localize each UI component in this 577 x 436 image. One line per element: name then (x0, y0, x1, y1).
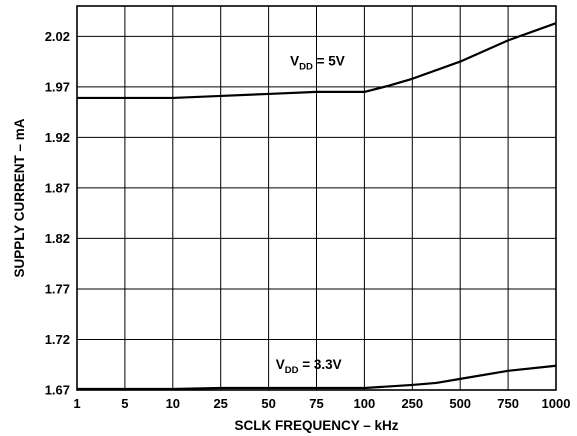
x-tick-label: 750 (497, 396, 519, 411)
x-tick-label: 100 (354, 396, 376, 411)
y-tick-label: 1.67 (45, 383, 70, 398)
x-tick-labels: 1 5 10 25 50 75 100 250 500 750 1000 (73, 396, 570, 411)
y-tick-label: 1.97 (45, 79, 70, 94)
x-tick-label: 5 (121, 396, 128, 411)
x-tick-label: 50 (261, 396, 275, 411)
series-labels: VDD = 5V VDD = 3.3V (276, 54, 345, 376)
x-tick-label: 500 (449, 396, 471, 411)
x-tick-label: 75 (309, 396, 323, 411)
x-tick-label: 1 (73, 396, 80, 411)
y-tick-label: 1.92 (45, 130, 70, 145)
y-tick-label: 1.82 (45, 231, 70, 246)
x-tick-label: 10 (166, 396, 180, 411)
y-tick-label: 2.02 (45, 29, 70, 44)
y-tick-label: 1.87 (45, 180, 70, 195)
x-tick-label: 1000 (542, 396, 571, 411)
x-tick-label: 25 (213, 396, 227, 411)
y-tick-label: 1.77 (45, 281, 70, 296)
series-label: VDD = 3.3V (276, 357, 342, 376)
y-tick-label: 1.72 (45, 332, 70, 347)
y-axis-title: SUPPLY CURRENT – mA (12, 118, 27, 277)
series-label: VDD = 5V (290, 54, 345, 73)
x-tick-label: 250 (401, 396, 423, 411)
x-axis-title: SCLK FREQUENCY – kHz (234, 418, 398, 433)
y-tick-labels: 1.67 1.72 1.77 1.82 1.87 1.92 1.97 2.02 (45, 29, 70, 398)
